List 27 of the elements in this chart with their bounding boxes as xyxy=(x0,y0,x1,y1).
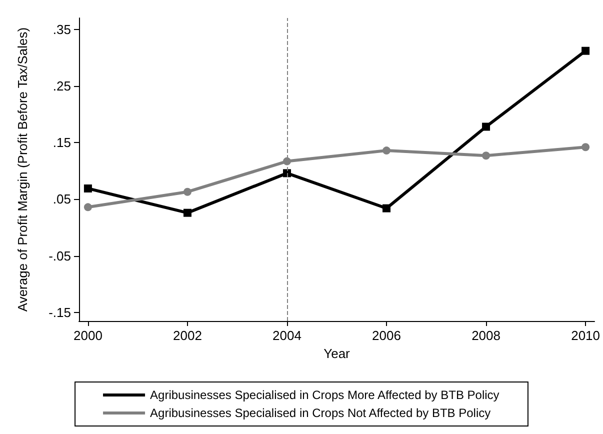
x-tick-label: 2004 xyxy=(272,328,302,343)
y-tick-label: .05 xyxy=(52,192,71,207)
point xyxy=(482,122,490,131)
point xyxy=(582,143,590,152)
x-tick-label: 2006 xyxy=(372,328,401,343)
point xyxy=(382,204,391,212)
point xyxy=(183,208,192,217)
legend-label: Agribusinesses Specialised in Crops More Affected by BTB Policy xyxy=(150,388,500,402)
y-tick-label: .25 xyxy=(52,78,71,94)
y-axis-title: Average of Profit Margin (Profit Before Tax/Sales) xyxy=(15,27,30,312)
point xyxy=(382,146,391,155)
x-tick-label: 2000 xyxy=(73,328,102,343)
legend-label: Agribusinesses Specialised in Crops Not Affected by BTB Policy xyxy=(150,406,491,420)
y-tick-label: -.05 xyxy=(48,248,71,264)
point xyxy=(84,203,92,212)
y-tick-label: .35 xyxy=(52,22,71,37)
point xyxy=(482,152,490,160)
x-tick-label: 2008 xyxy=(472,328,500,343)
y-tick-label: -.15 xyxy=(48,305,71,320)
y-tick-label: .15 xyxy=(52,135,71,150)
point xyxy=(282,169,291,178)
x-tick-label: 2002 xyxy=(173,328,202,343)
point xyxy=(84,184,92,192)
point xyxy=(582,46,590,55)
point xyxy=(183,188,192,196)
x-tick-label: 2010 xyxy=(571,328,600,343)
x-axis-title: Year xyxy=(324,346,351,361)
